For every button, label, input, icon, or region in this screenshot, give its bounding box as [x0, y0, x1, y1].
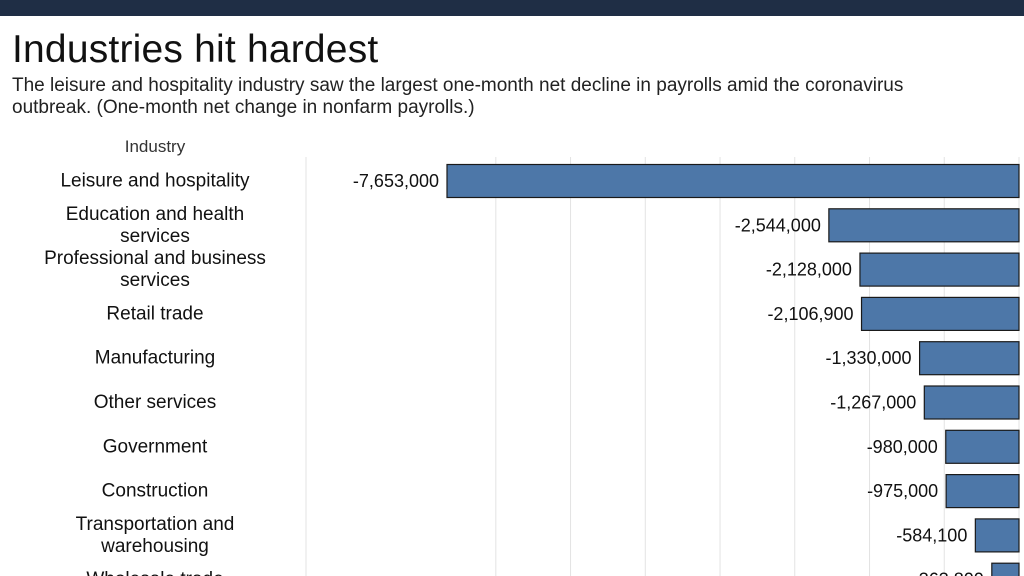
bar [828, 208, 1020, 243]
bar-value-label: -584,100 [896, 525, 967, 545]
bar [918, 341, 1020, 376]
chart-title: Industries hit hardest [12, 28, 379, 71]
top-bar [0, 0, 1024, 16]
category-label: Construction [102, 481, 209, 502]
category-label: Wholesale trade [86, 569, 223, 576]
category-label: Professional and business [44, 248, 266, 269]
category-column-header: Industry [124, 137, 186, 156]
bar [991, 562, 1020, 576]
bar [945, 474, 1020, 509]
category-label: services [120, 226, 190, 247]
bar [860, 296, 1020, 331]
category-label: services [120, 270, 190, 291]
category-label: Leisure and hospitality [60, 171, 250, 192]
bar-value-label: -7,653,000 [353, 171, 439, 191]
category-label: Retail trade [106, 303, 203, 324]
bar-value-label: -2,128,000 [766, 260, 852, 280]
bar-value-label: -363,800 [913, 570, 984, 576]
bar [974, 518, 1020, 553]
bar [446, 163, 1020, 199]
bar [859, 252, 1020, 287]
category-label: Other services [94, 392, 216, 413]
bar [923, 385, 1020, 420]
bar-value-label: -1,330,000 [826, 348, 912, 368]
category-label: Transportation and [76, 514, 235, 535]
bar-value-label: -980,000 [867, 437, 938, 457]
category-label: Manufacturing [95, 348, 215, 369]
bar-value-label: -1,267,000 [830, 393, 916, 413]
bar-value-label: -2,544,000 [735, 215, 821, 235]
category-label: Government [103, 436, 208, 457]
chart-subtitle: The leisure and hospitality industry saw… [12, 75, 904, 118]
category-label: Education and health [66, 204, 245, 225]
bar-value-label: -2,106,900 [767, 304, 853, 324]
category-label: warehousing [100, 536, 209, 557]
bar [945, 429, 1020, 464]
bar-value-label: -975,000 [867, 481, 938, 501]
